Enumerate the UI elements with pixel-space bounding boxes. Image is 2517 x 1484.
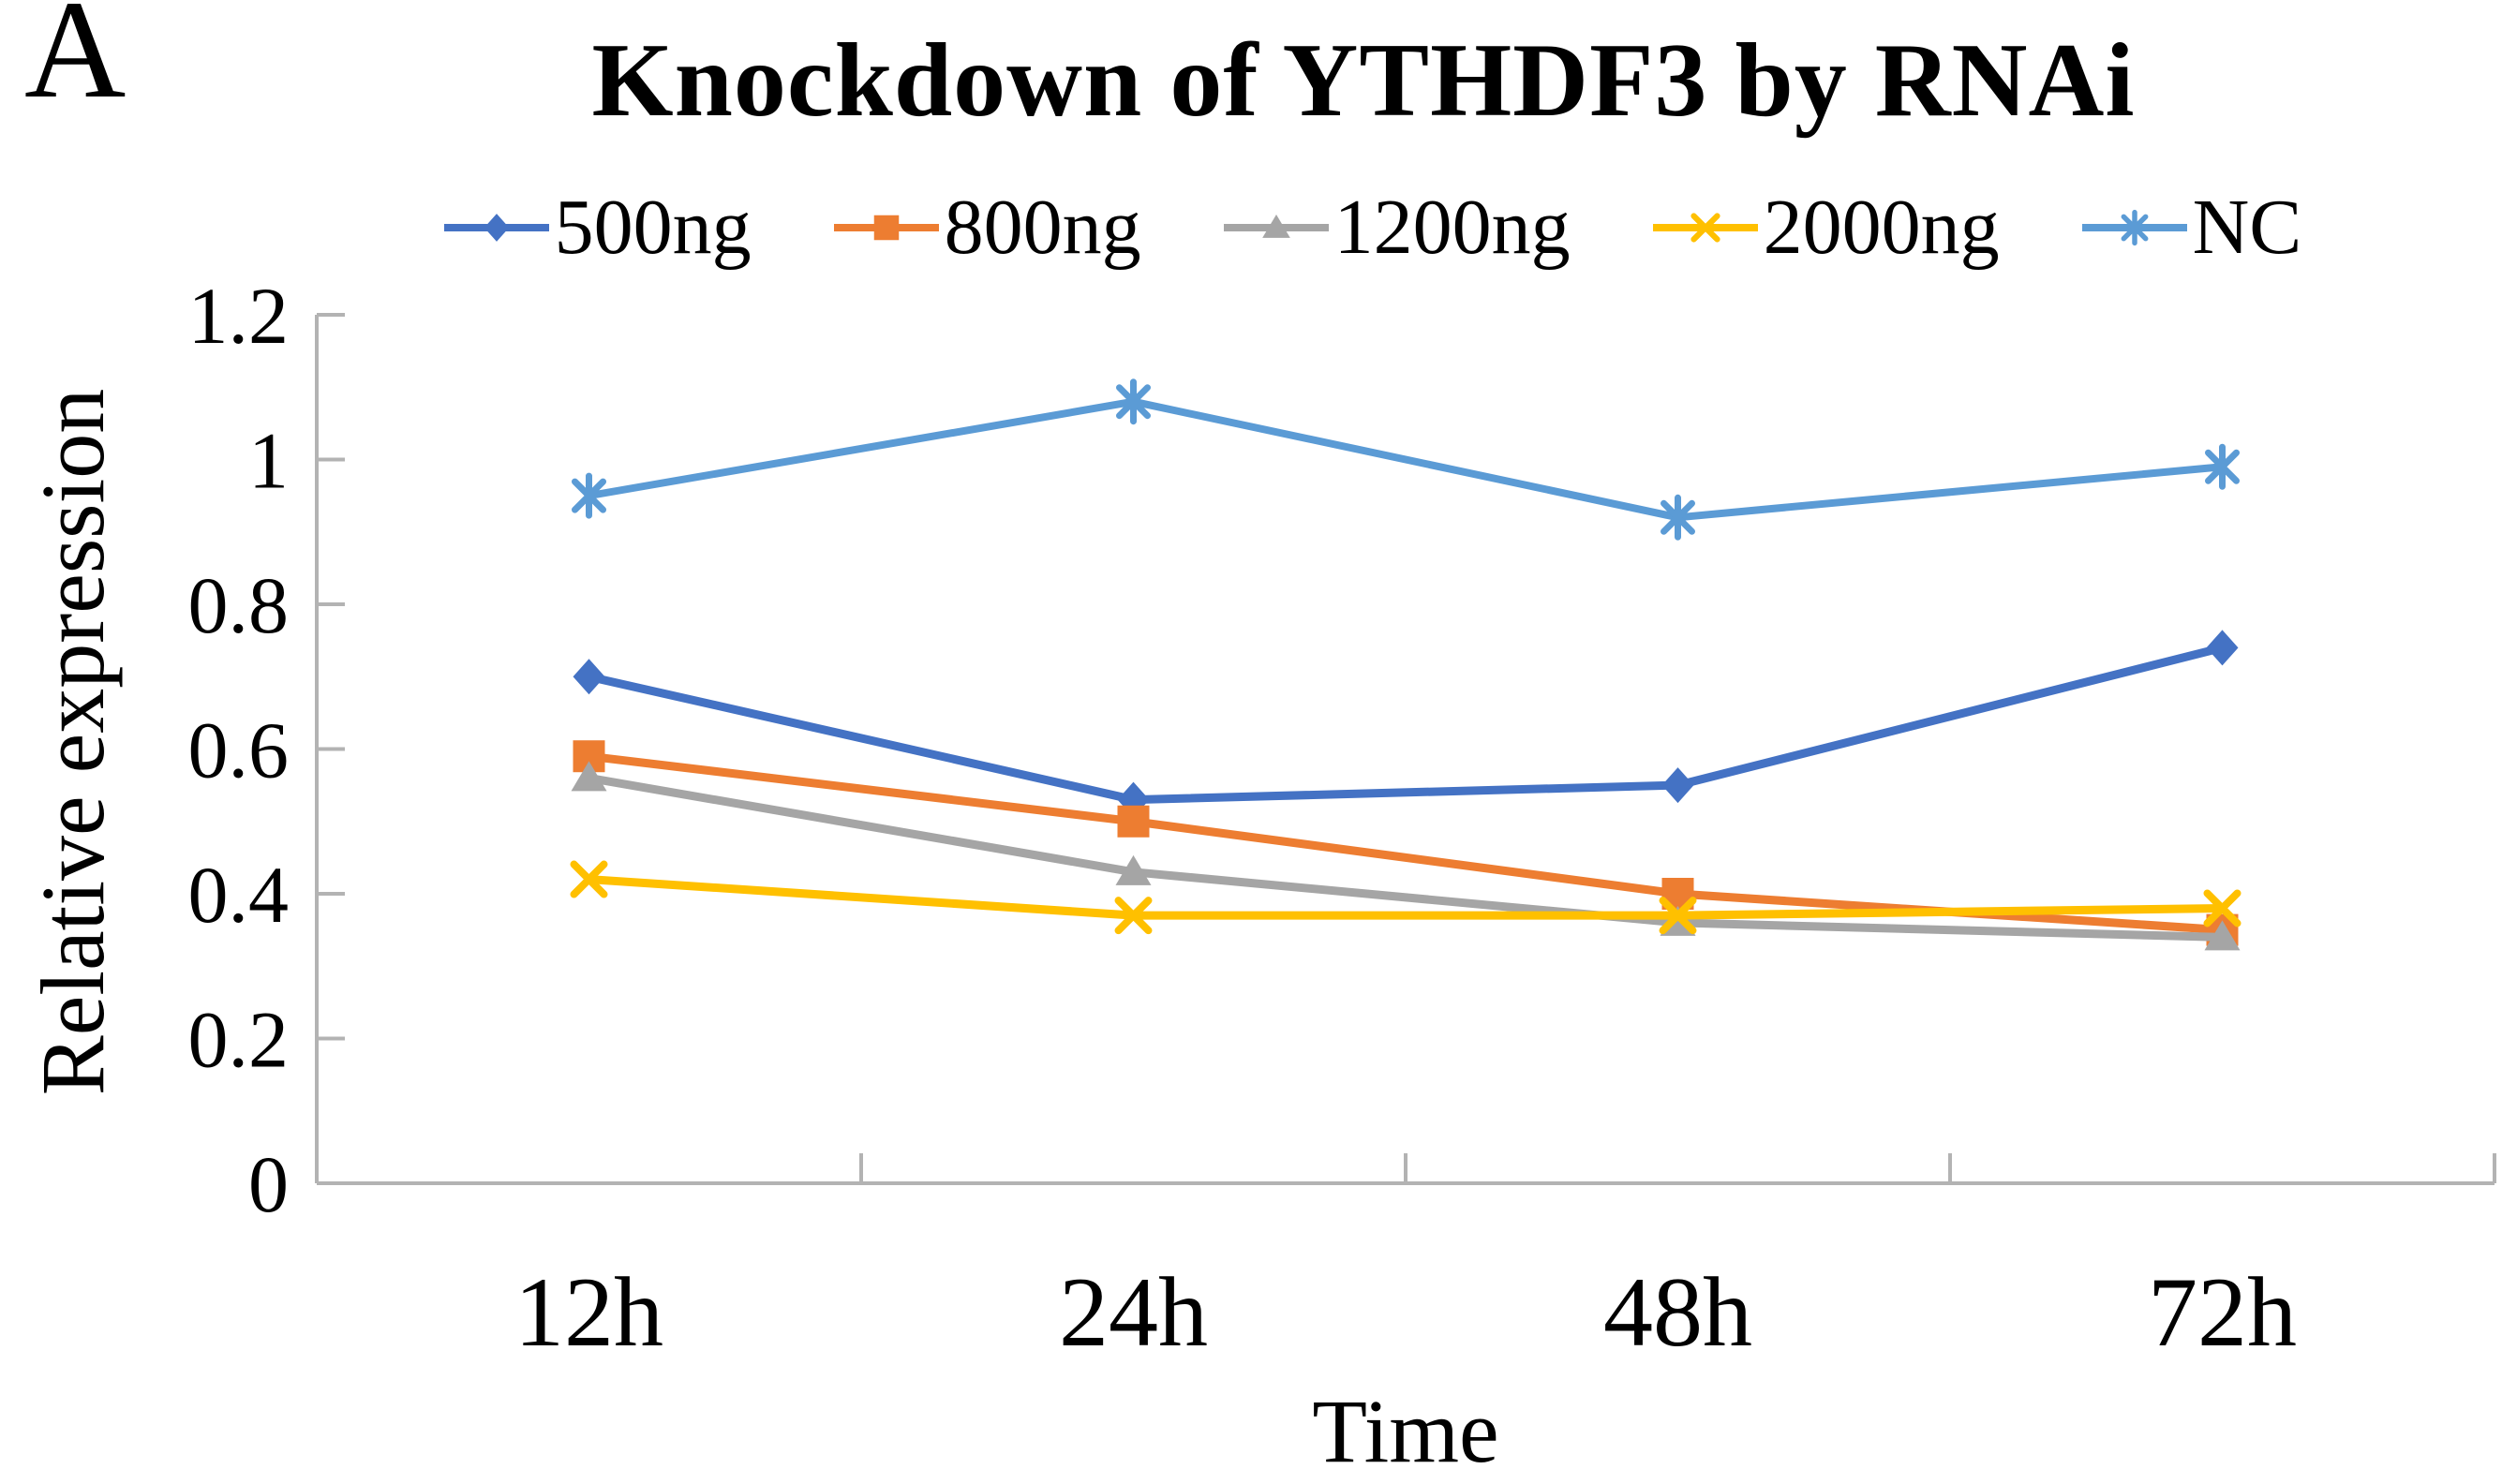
y-tick-label: 0 [248,1139,289,1229]
triangle-marker [571,761,607,792]
triangle-marker [2204,920,2241,951]
chart-title: Knockdown of YTHDF3 by RNAi [591,22,2136,139]
chart-legend: 500ng 800ng 1200ng 2000ng NC [229,176,2517,279]
square-marker [873,215,899,241]
x-marker [1114,897,1153,935]
asterisk-marker [1116,378,1151,425]
legend-item-label: 2000ng [1763,184,2000,271]
x-axis-title: Time [1312,1381,1499,1481]
asterisk-marker [1661,494,1695,541]
x-tick-label: 48h [1603,1257,1752,1367]
x-marker [2203,889,2241,928]
legend-marker-diamond-icon [443,214,549,242]
y-tick-label: 0.4 [188,850,290,940]
diamond-marker [2206,630,2239,666]
legend-item-label: 800ng [944,184,1141,271]
series-line-800ng [585,751,2227,935]
legend-item-800ng: 800ng [833,184,1141,271]
series-line-NC [585,397,2227,522]
triangle-marker [1115,854,1152,885]
legend-item-label: 1200ng [1333,184,1571,271]
x-tick-label: 72h [2148,1257,2297,1367]
triangle-marker [1261,214,1290,238]
legend-item-NC: NC [2081,184,2302,271]
y-tick-label: 0.8 [188,560,290,650]
legend-marker-x-icon [1652,213,1758,243]
legend-marker-triangle-icon [1223,214,1329,238]
series-line-2000ng [585,875,2227,920]
diamond-marker [1661,767,1694,804]
diamond-marker [484,214,509,242]
diamond-marker [573,659,605,695]
y-tick-label: 0.6 [188,705,290,795]
panel-label: A [24,0,127,127]
legend-item-label: NC [2192,184,2302,271]
x-tick-label: 12h [514,1257,663,1367]
x-marker [570,860,608,898]
x-marker [1690,213,1720,243]
legend-item-500ng: 500ng [443,184,752,271]
y-tick-label: 1.2 [188,271,290,361]
x-tick-label: 24h [1059,1257,1208,1367]
square-marker [1117,805,1150,838]
asterisk-marker [2205,443,2240,490]
asterisk-marker [2121,209,2149,246]
asterisk-marker [572,472,606,519]
series-line-1200ng [585,773,2227,942]
legend-marker-asterisk-icon [2081,209,2187,246]
legend-item-2000ng: 2000ng [1652,184,2000,271]
y-tick-label: 0.2 [188,995,290,1085]
series-line-500ng [585,643,2227,805]
legend-marker-square-icon [833,215,939,241]
y-tick-label: 1 [248,416,289,506]
x-marker [1659,897,1697,935]
legend-item-label: 500ng [554,184,752,271]
legend-item-1200ng: 1200ng [1223,184,1571,271]
